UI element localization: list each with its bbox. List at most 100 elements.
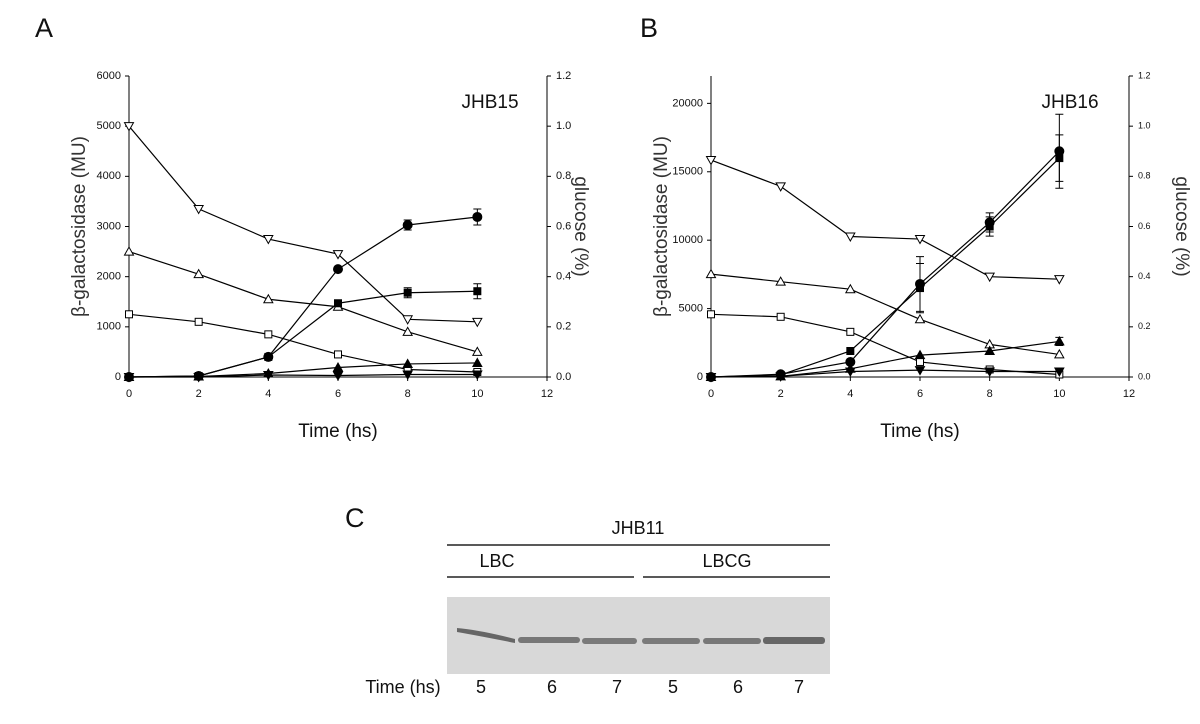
marker xyxy=(1053,275,1065,285)
panel-label: A xyxy=(35,13,53,43)
y-tick-label: 2000 xyxy=(97,271,121,283)
marker xyxy=(1053,335,1065,346)
y-tick-label: 15000 xyxy=(672,166,703,178)
y2-tick-label: 0.0 xyxy=(1138,371,1151,381)
x-tick-label: 12 xyxy=(541,388,553,400)
x-tick-label: 6 xyxy=(917,388,923,400)
annotation: JHB15 xyxy=(461,92,518,113)
series-line xyxy=(128,313,478,373)
marker xyxy=(775,372,787,382)
marker xyxy=(332,250,344,260)
y-tick-label: 0 xyxy=(115,371,121,383)
series-line xyxy=(710,150,1060,378)
marker xyxy=(402,326,414,336)
lane-label: 6 xyxy=(547,677,557,697)
marker xyxy=(262,293,274,304)
marker xyxy=(984,345,996,356)
group-label: LBC xyxy=(479,551,514,571)
y-tick-label: 5000 xyxy=(97,120,121,132)
x-tick-label: 6 xyxy=(335,388,341,400)
marker xyxy=(914,366,926,376)
x-tick-label: 8 xyxy=(405,388,411,400)
band xyxy=(457,628,515,643)
marker xyxy=(402,219,413,230)
y-tick-label: 0 xyxy=(697,371,703,383)
marker xyxy=(193,204,205,215)
y-tick-label: 5000 xyxy=(679,302,703,314)
marker xyxy=(707,310,715,319)
marker xyxy=(471,370,483,381)
marker xyxy=(193,268,205,279)
x-tick-label: 10 xyxy=(471,388,483,400)
y2-tick-label: 0.4 xyxy=(1138,271,1151,281)
y2-tick-label: 1.2 xyxy=(556,70,571,82)
marker xyxy=(984,272,996,283)
strain-label: JHB11 xyxy=(612,518,665,538)
marker xyxy=(264,330,273,339)
x-tick-label: 8 xyxy=(987,388,993,400)
y2-tick-label: 0.2 xyxy=(556,321,571,333)
x-tick-label: 4 xyxy=(265,388,271,400)
series-line xyxy=(710,369,1060,378)
marker xyxy=(1055,154,1064,163)
y2-tick-label: 0.4 xyxy=(556,271,571,283)
marker xyxy=(332,361,344,372)
y-tick-label: 20000 xyxy=(672,97,703,109)
series-line xyxy=(128,251,478,353)
marker xyxy=(471,317,483,328)
marker xyxy=(914,349,926,360)
marker xyxy=(775,182,787,192)
y2-tick-label: 0.8 xyxy=(1138,171,1151,181)
marker xyxy=(334,299,342,308)
series-line xyxy=(129,373,478,378)
y2-tick-label: 0.0 xyxy=(556,371,571,383)
x-tick-label: 12 xyxy=(1123,388,1135,400)
series-line xyxy=(128,125,478,323)
lane-label: 7 xyxy=(794,677,804,697)
marker xyxy=(402,358,414,368)
marker xyxy=(914,313,926,324)
group-label: LBCG xyxy=(702,551,751,571)
y2-tick-label: 1.2 xyxy=(1138,70,1151,80)
marker xyxy=(473,287,482,296)
panel-label: C xyxy=(345,503,365,533)
y2-axis-title: glucose (%) xyxy=(570,176,591,276)
marker xyxy=(705,156,717,166)
marker xyxy=(262,370,274,381)
marker xyxy=(471,357,483,367)
marker xyxy=(194,317,203,326)
x-tick-label: 2 xyxy=(778,388,784,400)
y-tick-label: 1000 xyxy=(97,321,121,333)
marker xyxy=(403,288,412,297)
marker xyxy=(123,246,135,256)
y-tick-label: 6000 xyxy=(97,70,121,82)
marker xyxy=(846,347,855,356)
lane-axis-label: Time (hs) xyxy=(365,677,440,697)
y-axis-title: β-galactosidase (MU) xyxy=(651,136,672,317)
marker xyxy=(125,310,133,319)
y2-tick-label: 0.8 xyxy=(556,170,571,182)
marker xyxy=(402,370,414,381)
panel-c: C JHB11 LBC LBCG Time (hs) 5 6 7 5 6 7 xyxy=(345,503,830,697)
series-line xyxy=(710,313,1060,376)
marker xyxy=(333,264,343,275)
series-line xyxy=(710,273,1060,356)
marker xyxy=(472,211,483,222)
marker xyxy=(844,283,856,294)
marker xyxy=(985,222,994,231)
series-line xyxy=(128,216,478,378)
marker xyxy=(402,315,414,325)
marker xyxy=(1053,348,1065,359)
marker xyxy=(844,367,856,378)
chart: A 0 2 4 6 8 10 12 0 1000 2000 3000 4000 5000 6000 0.0 0.… xyxy=(35,13,591,442)
lane-label: 7 xyxy=(612,677,622,697)
x-axis-title: Time (hs) xyxy=(880,421,960,442)
x-tick-label: 10 xyxy=(1053,388,1065,400)
marker xyxy=(846,327,855,336)
y-axis-title: β-galactosidase (MU) xyxy=(69,136,90,317)
x-axis-title: Time (hs) xyxy=(298,421,378,442)
annotation: JHB16 xyxy=(1041,92,1098,113)
y-tick-label: 10000 xyxy=(672,234,703,246)
x-tick-label: 0 xyxy=(708,388,714,400)
